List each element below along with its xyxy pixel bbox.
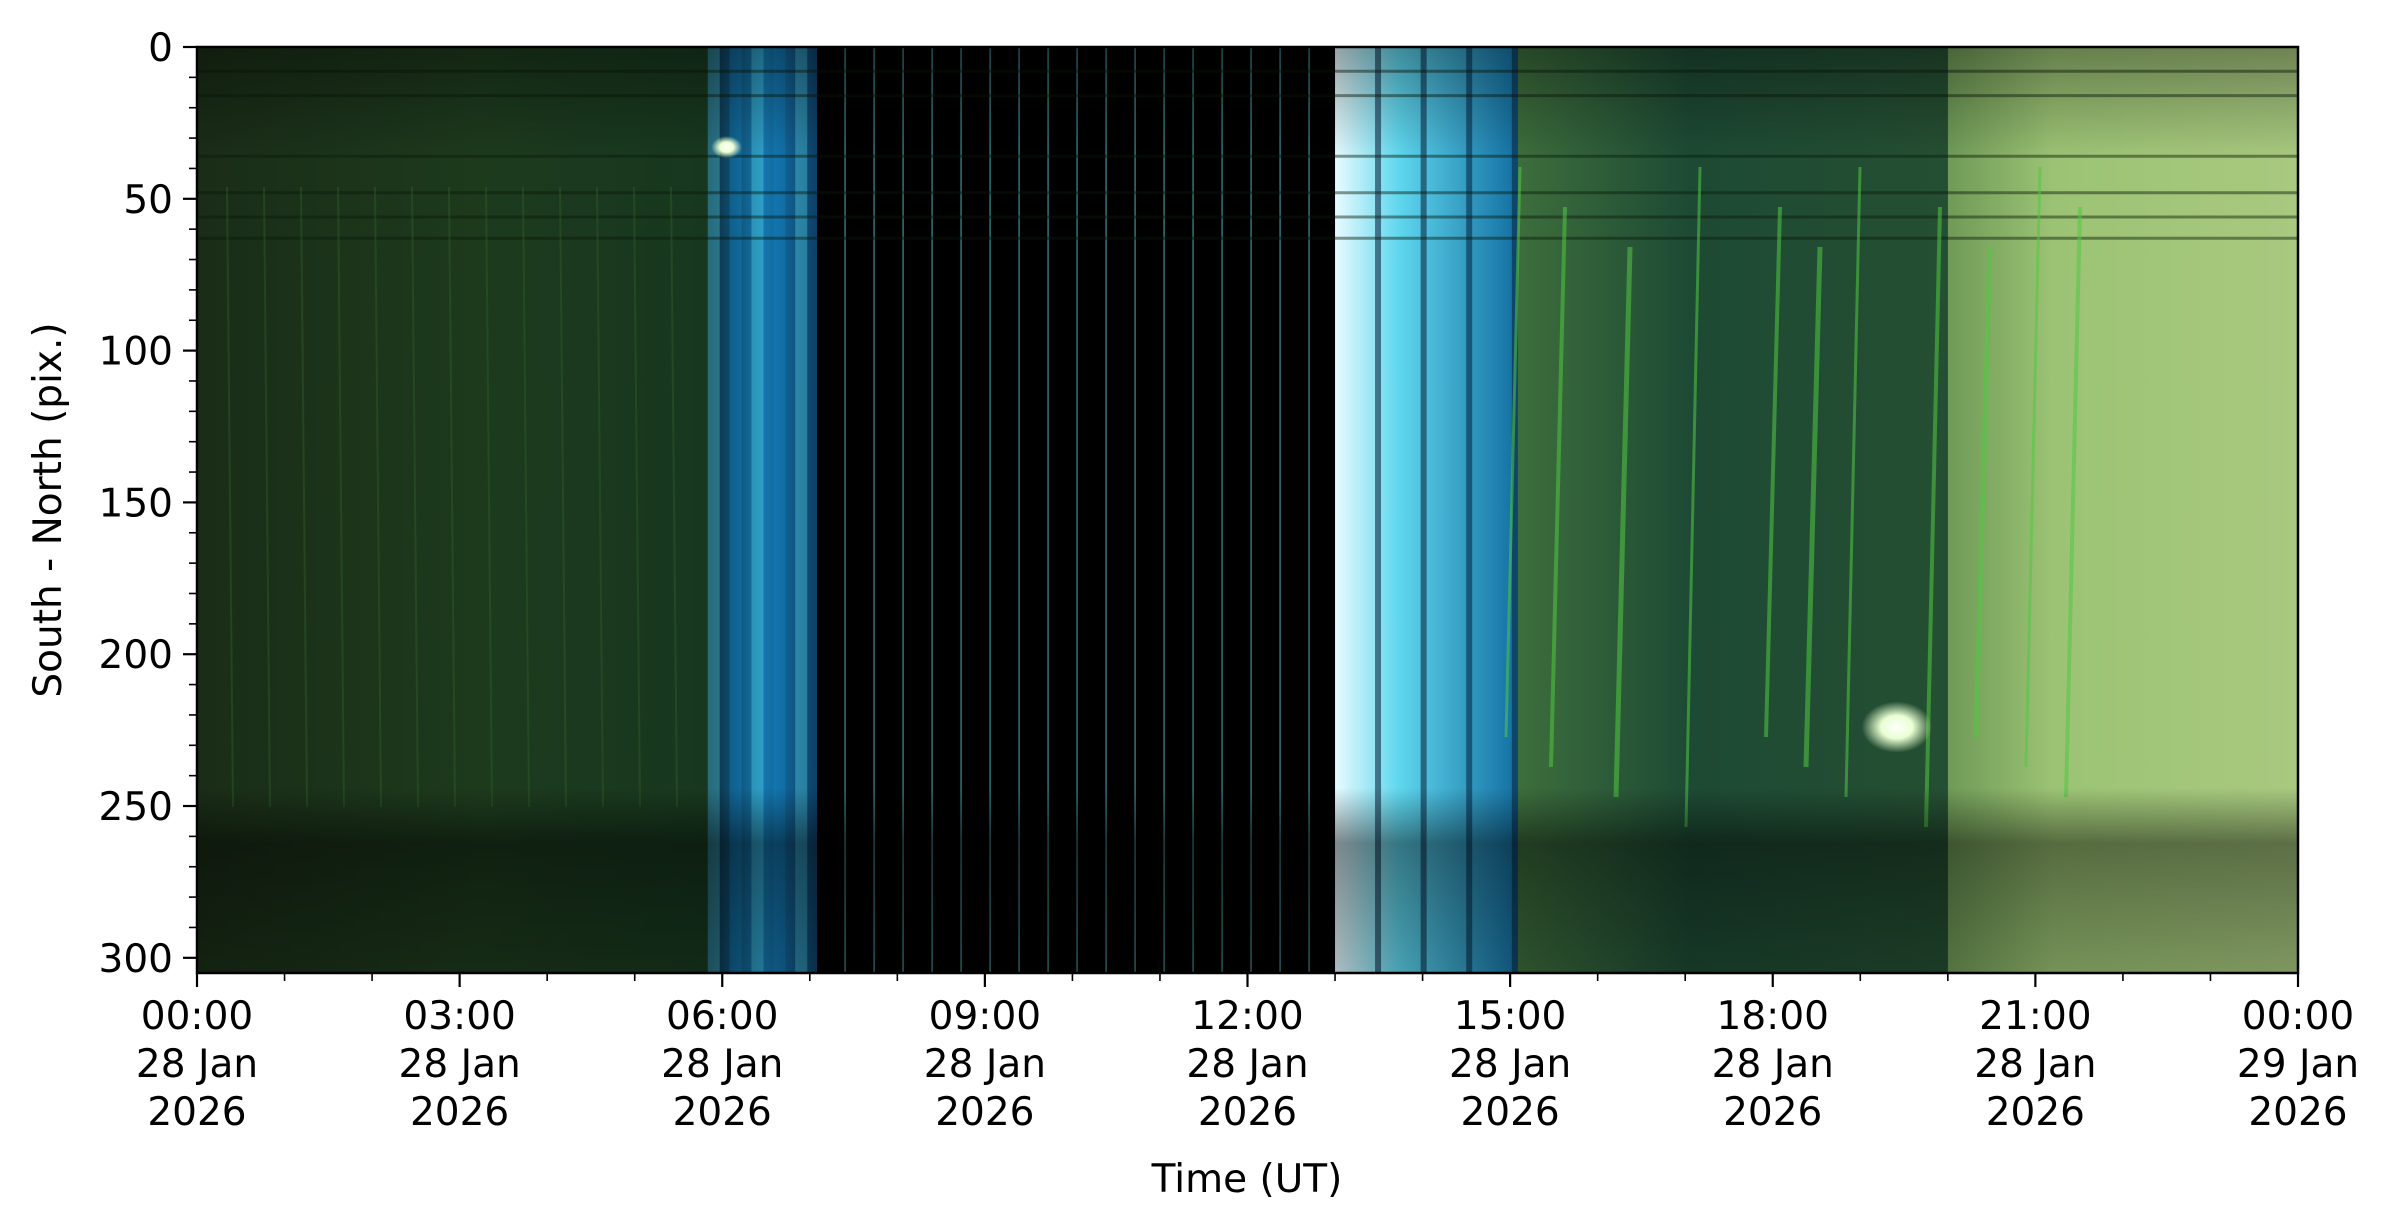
x-tick-label: 03:00 <box>403 994 515 1039</box>
x-tick-label: 21:00 <box>1979 994 2091 1039</box>
y-tick-label: 50 <box>123 178 173 223</box>
x-tick-label: 2026 <box>2248 1090 2347 1135</box>
x-axis-label: Time (UT) <box>1151 1157 1343 1202</box>
x-tick-label: 12:00 <box>1191 994 1303 1039</box>
x-tick-label: 28 Jan <box>399 1042 521 1087</box>
x-tick-label: 2026 <box>1986 1090 2085 1135</box>
x-tick-label: 28 Jan <box>136 1042 258 1087</box>
x-tick-label: 2026 <box>410 1090 509 1135</box>
y-tick-label: 0 <box>148 26 173 71</box>
x-tick-label: 09:00 <box>929 994 1041 1039</box>
x-tick-label: 2026 <box>1460 1090 1559 1135</box>
x-tick-label: 28 Jan <box>924 1042 1046 1087</box>
x-tick-label: 2026 <box>147 1090 246 1135</box>
y-tick-label: 200 <box>99 633 173 678</box>
y-tick-label: 100 <box>99 330 173 375</box>
y-tick-label: 250 <box>99 785 173 830</box>
x-tick-label: 28 Jan <box>1712 1042 1834 1087</box>
x-tick-label: 28 Jan <box>1186 1042 1308 1087</box>
keogram-image <box>197 47 2298 973</box>
x-tick-label: 28 Jan <box>661 1042 783 1087</box>
x-tick-label: 28 Jan <box>1449 1042 1571 1087</box>
x-tick-label: 00:00 <box>2242 994 2354 1039</box>
x-tick-label: 29 Jan <box>2237 1042 2359 1087</box>
y-axis: 0 50 100 150 200 250 300 <box>99 26 197 982</box>
x-tick-label: 06:00 <box>666 994 778 1039</box>
x-tick-label: 28 Jan <box>1974 1042 2096 1087</box>
x-tick-label: 18:00 <box>1717 994 1829 1039</box>
x-tick-label: 15:00 <box>1454 994 1566 1039</box>
y-tick-label: 300 <box>99 937 173 982</box>
bright-spot <box>1861 701 1932 753</box>
y-tick-label: 150 <box>99 481 173 526</box>
x-tick-label: 2026 <box>935 1090 1034 1135</box>
x-tick-label: 2026 <box>673 1090 772 1135</box>
x-tick-label: 00:00 <box>141 994 253 1039</box>
y-axis-label: South - North (pix.) <box>26 322 71 697</box>
x-tick-label: 2026 <box>1198 1090 1297 1135</box>
x-tick-label: 2026 <box>1723 1090 1822 1135</box>
bright-spot <box>711 135 743 159</box>
